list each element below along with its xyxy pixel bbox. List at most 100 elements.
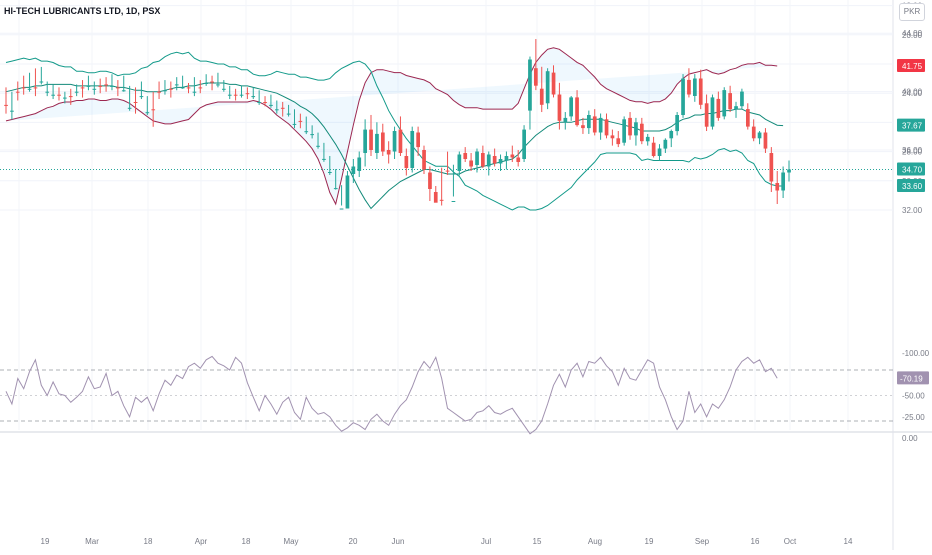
candle-body[interactable] bbox=[663, 139, 668, 149]
candle-body[interactable] bbox=[492, 156, 497, 164]
candle-body[interactable] bbox=[751, 126, 756, 139]
candle-body[interactable] bbox=[339, 208, 344, 210]
candle-body[interactable] bbox=[757, 132, 762, 139]
candle-body[interactable] bbox=[516, 157, 521, 163]
price-pane[interactable] bbox=[0, 0, 893, 430]
candle-body[interactable] bbox=[210, 81, 214, 83]
candle-body[interactable] bbox=[33, 87, 38, 89]
candle-body[interactable] bbox=[63, 97, 67, 99]
candle-body[interactable] bbox=[457, 154, 462, 172]
candle-body[interactable] bbox=[539, 88, 544, 105]
candle-body[interactable] bbox=[740, 91, 744, 107]
candle-body[interactable] bbox=[86, 85, 91, 87]
candle-body[interactable] bbox=[498, 159, 503, 164]
candle-body[interactable] bbox=[392, 131, 397, 152]
candle-body[interactable] bbox=[133, 102, 138, 103]
candle-body[interactable] bbox=[481, 153, 485, 167]
candle-body[interactable] bbox=[628, 117, 632, 136]
candle-body[interactable] bbox=[39, 81, 44, 83]
candle-body[interactable] bbox=[687, 79, 691, 95]
candle-body[interactable] bbox=[68, 96, 73, 98]
candle-body[interactable] bbox=[716, 98, 721, 118]
rsi-pane[interactable] bbox=[0, 434, 893, 530]
candle-body[interactable] bbox=[475, 151, 479, 166]
candle-body[interactable] bbox=[180, 87, 185, 89]
candle-body[interactable] bbox=[98, 85, 103, 87]
candle-body[interactable] bbox=[398, 129, 403, 153]
candle-body[interactable] bbox=[21, 87, 26, 89]
candle-body[interactable] bbox=[404, 156, 409, 168]
candle-body[interactable] bbox=[192, 91, 197, 93]
candle-body[interactable] bbox=[651, 142, 656, 156]
candle-body[interactable] bbox=[722, 90, 727, 117]
candle-body[interactable] bbox=[310, 134, 314, 136]
candle-body[interactable] bbox=[286, 113, 291, 115]
candle-body[interactable] bbox=[522, 129, 526, 159]
candle-body[interactable] bbox=[269, 104, 273, 106]
candle-body[interactable] bbox=[363, 129, 367, 153]
candle-body[interactable] bbox=[27, 88, 32, 90]
candle-body[interactable] bbox=[704, 103, 709, 127]
candle-body[interactable] bbox=[80, 87, 85, 89]
candle-body[interactable] bbox=[463, 153, 468, 159]
candle-body[interactable] bbox=[204, 83, 208, 84]
candle-body[interactable] bbox=[746, 109, 750, 127]
candle-body[interactable] bbox=[545, 71, 550, 104]
candle-body[interactable] bbox=[222, 88, 226, 90]
candle-body[interactable] bbox=[251, 96, 256, 98]
candle-body[interactable] bbox=[610, 135, 615, 139]
candle-body[interactable] bbox=[92, 88, 97, 90]
candle-body[interactable] bbox=[634, 122, 638, 136]
candle-body[interactable] bbox=[227, 94, 232, 96]
candle-body[interactable] bbox=[451, 201, 456, 202]
candle-body[interactable] bbox=[110, 85, 114, 87]
candle-body[interactable] bbox=[381, 132, 385, 152]
candle-body[interactable] bbox=[57, 94, 61, 96]
candle-body[interactable] bbox=[669, 131, 674, 139]
candle-body[interactable] bbox=[198, 87, 203, 89]
candle-body[interactable] bbox=[116, 87, 120, 89]
candle-body[interactable] bbox=[104, 84, 108, 86]
candle-body[interactable] bbox=[616, 138, 621, 145]
candle-body[interactable] bbox=[640, 123, 644, 142]
candle-body[interactable] bbox=[675, 115, 679, 132]
candle-body[interactable] bbox=[769, 153, 774, 182]
candle-body[interactable] bbox=[304, 131, 309, 133]
candle-body[interactable] bbox=[551, 72, 556, 95]
candle-body[interactable] bbox=[328, 172, 332, 173]
candle-body[interactable] bbox=[275, 109, 279, 111]
candle-body[interactable] bbox=[681, 78, 685, 116]
candle-body[interactable] bbox=[186, 87, 191, 89]
candle-body[interactable] bbox=[351, 166, 356, 175]
candle-body[interactable] bbox=[298, 120, 303, 122]
candle-body[interactable] bbox=[333, 188, 338, 190]
candle-body[interactable] bbox=[233, 94, 238, 96]
candle-body[interactable] bbox=[51, 94, 55, 96]
candle-body[interactable] bbox=[622, 119, 626, 143]
candle-body[interactable] bbox=[74, 91, 79, 93]
candle-body[interactable] bbox=[416, 132, 420, 148]
candle-body[interactable] bbox=[598, 117, 603, 133]
candle-body[interactable] bbox=[710, 97, 715, 127]
candle-body[interactable] bbox=[604, 119, 609, 136]
candle-body[interactable] bbox=[345, 175, 350, 209]
candle-body[interactable] bbox=[445, 170, 450, 172]
candle-body[interactable] bbox=[587, 115, 591, 129]
candle-body[interactable] bbox=[145, 112, 150, 114]
candle-body[interactable] bbox=[592, 116, 597, 133]
candle-body[interactable] bbox=[557, 94, 562, 121]
candle-body[interactable] bbox=[216, 84, 220, 86]
candle-body[interactable] bbox=[657, 148, 662, 157]
candle-body[interactable] bbox=[139, 96, 144, 98]
candle-body[interactable] bbox=[781, 172, 785, 191]
candle-body[interactable] bbox=[375, 133, 379, 153]
candle-body[interactable] bbox=[504, 156, 509, 161]
candle-body[interactable] bbox=[410, 131, 415, 168]
candle-body[interactable] bbox=[433, 192, 438, 203]
candle-body[interactable] bbox=[45, 91, 50, 93]
candle-body[interactable] bbox=[257, 102, 261, 103]
candle-body[interactable] bbox=[280, 107, 285, 109]
candle-body[interactable] bbox=[734, 106, 738, 110]
